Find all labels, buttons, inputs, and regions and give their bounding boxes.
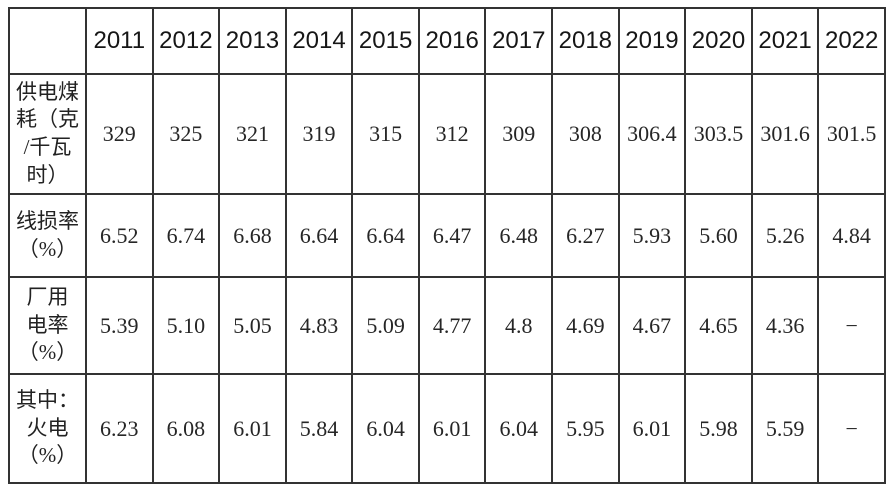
data-table: 2011 2012 2013 2014 2015 2016 2017 2018 2019 2020… [8,7,886,484]
year-header: 2015 [351,7,420,75]
value-cell: 303.5 [684,73,753,195]
value-cell: 319 [284,73,354,195]
row-label-line: （%） [17,443,78,468]
value-cell: − [817,276,886,375]
row-label-line: 时） [26,162,69,187]
value-cell: 301.6 [750,73,820,195]
row-label-line: 供电煤 [16,79,79,104]
value-cell: − [817,373,886,484]
value-cell: 5.84 [284,373,354,484]
value-cell: 4.69 [551,276,620,375]
value-cell: 5.09 [351,276,420,375]
value-cell: 4.65 [684,276,753,375]
value-cell: 6.47 [417,193,487,278]
value-cell: 315 [351,73,420,195]
value-cell: 6.01 [218,373,287,484]
value-cell: 312 [417,73,487,195]
value-cell: 329 [85,73,154,195]
row-label-line: 电率 [26,312,69,337]
corner-cell [8,7,87,75]
value-cell: 5.95 [551,373,620,484]
value-cell: 306.4 [617,73,687,195]
year-header: 2018 [551,7,620,75]
row-label-line: 线损率 [16,208,79,233]
value-cell: 308 [551,73,620,195]
row-label-line: 火电 [26,415,69,440]
value-cell: 4.8 [484,276,554,375]
table-header: 2011 2012 2013 2014 2015 2016 2017 2018 2019 2020… [8,7,886,75]
value-cell: 309 [484,73,554,195]
value-cell: 6.64 [351,193,420,278]
year-header: 2016 [417,7,487,75]
year-header: 2021 [750,7,820,75]
row-label: 其中： 火电 （%） [8,373,87,484]
value-cell: 5.39 [85,276,154,375]
table-row: 厂用 电率 （%） 5.39 5.10 5.05 4.83 5.09 4.77 4.8 4.69 4.… [8,276,886,375]
value-cell: 4.67 [617,276,687,375]
value-cell: 6.74 [151,193,221,278]
value-cell: 6.04 [484,373,554,484]
year-header: 2019 [617,7,687,75]
year-header: 2014 [284,7,354,75]
year-header: 2017 [484,7,554,75]
value-cell: 325 [151,73,221,195]
value-cell: 4.83 [284,276,354,375]
value-cell: 6.64 [284,193,354,278]
value-cell: 321 [218,73,287,195]
value-cell: 301.5 [817,73,886,195]
value-cell: 5.60 [684,193,753,278]
row-label-line: 其中： [16,387,79,412]
row-label-line: 耗（克 [16,107,79,132]
row-label-line: /千瓦 [23,135,72,159]
value-cell: 6.08 [151,373,221,484]
value-cell: 6.01 [617,373,687,484]
year-header: 2011 [85,7,154,75]
value-cell: 4.77 [417,276,487,375]
table-row: 线损率 （%） 6.52 6.74 6.68 6.64 6.64 6.47 6.48 6.27 5.… [8,193,886,278]
value-cell: 5.10 [151,276,221,375]
value-cell: 6.01 [417,373,487,484]
row-label: 供电煤耗（克/千瓦时） [8,73,87,195]
year-header: 2020 [684,7,753,75]
year-header: 2022 [817,7,886,75]
value-cell: 6.52 [85,193,154,278]
year-header: 2013 [218,7,287,75]
header-row: 2011 2012 2013 2014 2015 2016 2017 2018 2019 2020… [8,7,886,75]
table-row: 供电煤 耗（克/千瓦 时） 329 325 321 319 315 312 309 308 306.4… [8,73,886,195]
value-cell: 5.98 [684,373,753,484]
row-label-line: （%） [17,236,78,261]
row-label-line: 厂用 [26,284,69,309]
table-row: 其中： 火电 （%） 6.23 6.08 6.01 5.84 6.04 6.01 6.04 5.95… [8,373,886,484]
value-cell: 6.68 [218,193,287,278]
value-cell: 5.05 [218,276,287,375]
value-cell: 5.26 [750,193,820,278]
value-cell: 4.84 [817,193,886,278]
row-label-line: （%） [17,340,78,365]
table-body: 供电煤 耗（克/千瓦 时） 329 325 321 319 315 312 309 308 306.4… [8,73,886,484]
value-cell: 4.36 [750,276,820,375]
value-cell: 5.59 [750,373,820,484]
row-label: 线损率 （%） [8,193,87,278]
value-cell: 6.27 [551,193,620,278]
row-label: 厂用电率 （%） [8,276,87,375]
value-cell: 6.04 [351,373,420,484]
value-cell: 6.48 [484,193,554,278]
year-header: 2012 [151,7,221,75]
value-cell: 6.23 [85,373,154,484]
value-cell: 5.93 [617,193,687,278]
